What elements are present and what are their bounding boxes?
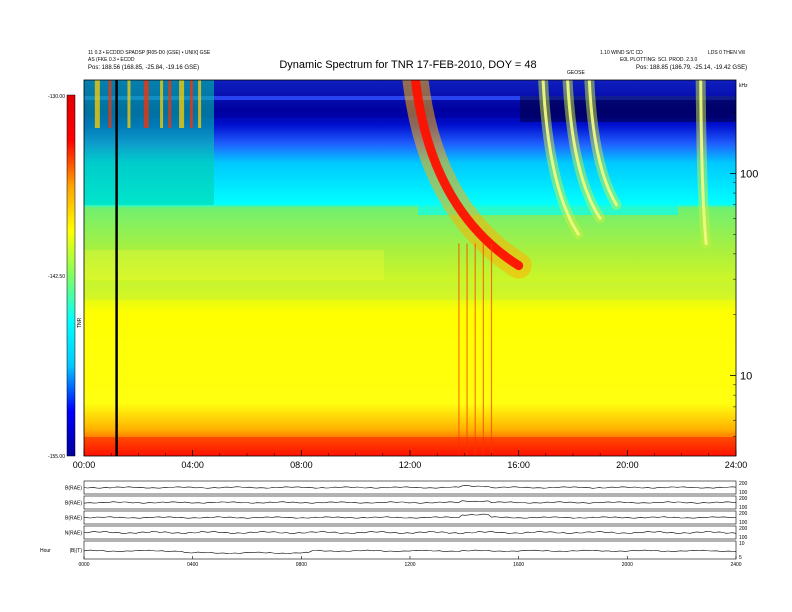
early-streak (127, 80, 131, 128)
early-streak (189, 80, 193, 128)
burst-core (541, 80, 580, 236)
header-right-line-2: E0L PLOTTING: SCI. PROD. 2.3.0 (620, 57, 698, 63)
bottom-tick-label: 0800 (296, 562, 307, 568)
early-streak (94, 80, 100, 128)
panel-label: B(RAE) (65, 501, 82, 507)
spectrum-bottom-red (84, 437, 736, 456)
panel-series (83, 485, 737, 489)
header-right-small: LDS 0 THEN Vill (708, 50, 745, 56)
bottom-axis: 0000 0400 0800 1200 1600 2000 2400 (78, 556, 742, 568)
colorbar-label-0: -130.00 (48, 94, 65, 100)
early-streak (108, 80, 112, 128)
early-streak (143, 80, 149, 128)
x-tick-label: 00:00 (73, 460, 96, 470)
bottom-tick-label: 1200 (404, 562, 415, 568)
burst-core (699, 80, 708, 246)
x-tick-label: 20:00 (616, 460, 639, 470)
panel-right-label: 200 (739, 511, 748, 517)
panel-label: |B|(T) (70, 548, 83, 554)
x-tick-label: 04:00 (181, 460, 204, 470)
y-tick-label: 100 (740, 168, 758, 180)
burst-core (410, 80, 524, 271)
header-right-line-3: Pos: 188.85 (186.79, -25.14, -19.42 GSE) (636, 65, 747, 71)
colorbar (66, 94, 76, 457)
y-tick-label: 10 (740, 371, 752, 383)
panel-right-label: 100 (739, 520, 748, 526)
early-activity-region (84, 80, 214, 205)
header-left-line-3: Pos: 188.56 (168.85, -25.84, -19.16 GSE) (88, 65, 199, 71)
y-axis-right: 100 10 (730, 112, 758, 437)
panel-right-label: 200 (739, 496, 748, 502)
panel-right-label: 200 (739, 526, 748, 532)
colorbar-axis-label: TNR (77, 317, 83, 328)
panel-series (83, 500, 736, 504)
panel-label: B(RAE) (65, 516, 82, 522)
panel-right-label: 5 (739, 555, 742, 561)
early-streak (160, 80, 164, 128)
panel-right-label: 100 (739, 535, 748, 541)
panel-series (83, 549, 737, 555)
colorbar-label-1: -142.50 (48, 274, 65, 280)
header-right-line-1: 1.10 WIND S/C CD (600, 50, 643, 56)
panel-right-label: 200 (739, 481, 748, 487)
bottom-tick-label: 1600 (513, 562, 524, 568)
bottom-tick-label: 0400 (187, 562, 198, 568)
early-streak (179, 80, 185, 128)
timeseries-panels: B(RAE)200100B(RAE)200100B(RAE)200100N(RA… (65, 480, 748, 561)
spike-lines (458, 243, 493, 456)
burst-core (566, 80, 602, 220)
panel-right-label: 100 (739, 505, 748, 511)
colorbar-label-2: -155.00 (48, 454, 65, 460)
header-left-line-1: 11 0.3 • ECDDD SPADSP [R05-D0 (GSE) • UN… (88, 50, 211, 56)
panel-right-label: 10 (739, 541, 745, 547)
early-streaks (94, 80, 202, 128)
panel-series (84, 513, 737, 519)
bottom-tick-label: 2000 (622, 562, 633, 568)
colorbar-labels: -130.00 -142.50 -155.00 (48, 94, 65, 460)
x-tick-label: 16:00 (507, 460, 530, 470)
bottom-tick-label: 2400 (730, 562, 741, 568)
bottom-tick-label: 0000 (78, 562, 89, 568)
green-band-lower (84, 282, 736, 300)
marker-label: GEOSE (567, 70, 585, 76)
radio-bursts (402, 80, 712, 279)
early-streak (168, 80, 172, 128)
panel-label: N(RAE) (65, 531, 83, 537)
spectrum-plot (84, 80, 736, 456)
early-streak (198, 80, 202, 128)
yellow-band-left (84, 250, 384, 280)
panel-label: B(RAE) (65, 486, 82, 492)
x-tick-label: 08:00 (290, 460, 313, 470)
burst-core (587, 80, 618, 207)
x-tick-label: 24:00 (725, 460, 748, 470)
panel-series (83, 530, 737, 535)
panel-right-label: 100 (739, 490, 748, 496)
bottom-label: Hour (40, 548, 51, 554)
header-left-line-2: AS (FKE 0.3 • ECDD (88, 57, 135, 63)
chart-title: Dynamic Spectrum for TNR 17-FEB-2010, DO… (279, 59, 536, 71)
x-axis: 00:00 04:00 08:00 12:00 16:00 20:00 24:00 (73, 450, 748, 470)
y-unit-label: kHz (739, 83, 748, 89)
x-tick-label: 12:00 (399, 460, 422, 470)
cyan-plateau (418, 205, 678, 215)
